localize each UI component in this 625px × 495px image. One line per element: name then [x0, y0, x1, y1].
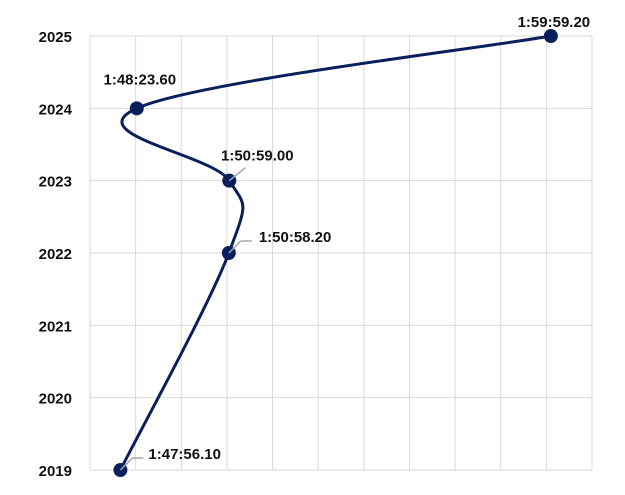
- y-tick-label: 2022: [39, 246, 72, 263]
- y-tick-label: 2023: [39, 174, 72, 191]
- label-leader-line: [228, 240, 242, 254]
- series-line: [118, 34, 553, 472]
- data-label: 1:50:58.20: [259, 229, 332, 246]
- y-tick-label: 2020: [39, 391, 72, 408]
- grid-layer: [89, 35, 593, 471]
- y-tick-label: 2025: [39, 29, 72, 46]
- axis-layer: 2019 2020 2021 2022 2023 2024 2025: [39, 29, 592, 480]
- data-label: 1:48:23.60: [104, 71, 177, 88]
- y-tick-label: 2021: [39, 318, 72, 335]
- data-point: [543, 29, 558, 43]
- data-point: [129, 101, 144, 116]
- data-label: 1:47:56.10: [148, 446, 221, 463]
- y-tick-label: 2024: [39, 101, 73, 118]
- y-tick-label: 2019: [39, 463, 72, 480]
- label-layer: 1:47:56.10 1:50:58.20 1:50:59.00 1:48:23.60…: [104, 14, 591, 471]
- data-label: 1:59:59.20: [518, 14, 591, 31]
- label-leader-line: [228, 167, 246, 182]
- label-leader-line: [119, 457, 133, 471]
- data-label: 1:50:59.00: [221, 148, 294, 165]
